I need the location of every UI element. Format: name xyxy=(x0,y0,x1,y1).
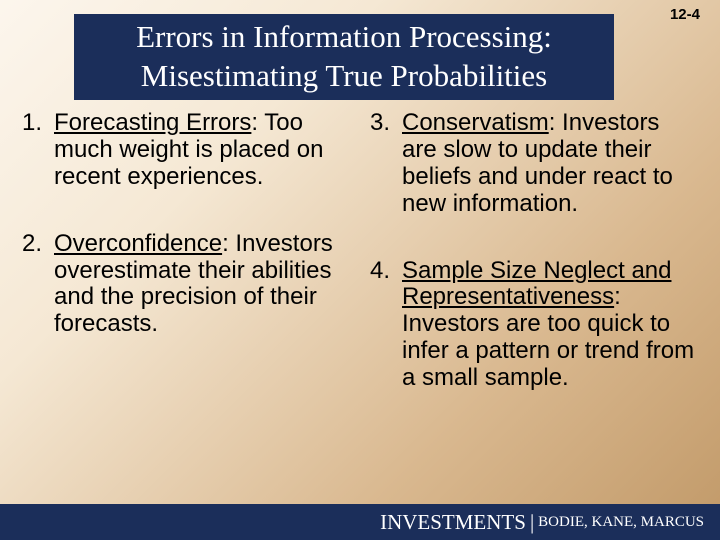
title-line-2: Misestimating True Probabilities xyxy=(82,57,606,96)
right-column: 3. Conservatism: Investors are slow to u… xyxy=(360,110,708,492)
list-item: 1. Forecasting Errors: Too much weight i… xyxy=(22,110,350,191)
footer-bar: INVESTMENTS | BODIE, KANE, MARCUS xyxy=(0,504,720,540)
item-number: 3. xyxy=(370,110,402,218)
item-body: Conservatism: Investors are slow to upda… xyxy=(402,110,698,218)
item-heading: Forecasting Errors xyxy=(54,109,251,136)
footer-authors: BODIE, KANE, MARCUS xyxy=(538,514,704,531)
left-column: 1. Forecasting Errors: Too much weight i… xyxy=(12,110,360,492)
item-text: Investors are too quick to infer a patte… xyxy=(402,310,694,391)
list-item: 3. Conservatism: Investors are slow to u… xyxy=(370,110,698,218)
title-line-1: Errors in Information Processing: xyxy=(82,18,606,57)
page-number: 12-4 xyxy=(670,6,700,23)
item-body: Overconfidence: Investors overestimate t… xyxy=(54,231,350,339)
item-heading-suffix: : xyxy=(222,230,229,257)
item-number: 2. xyxy=(22,231,54,339)
item-body: Forecasting Errors: Too much weight is p… xyxy=(54,110,350,191)
item-heading: Sample Size Neglect and Representativene… xyxy=(402,257,671,311)
footer-separator: | xyxy=(530,510,534,535)
footer-brand: INVESTMENTS xyxy=(380,510,526,535)
item-heading-suffix: : xyxy=(614,283,621,310)
slide-title: Errors in Information Processing: Misest… xyxy=(74,14,614,100)
content-columns: 1. Forecasting Errors: Too much weight i… xyxy=(12,110,708,492)
item-number: 1. xyxy=(22,110,54,191)
item-heading: Conservatism xyxy=(402,109,549,136)
list-item: 4. Sample Size Neglect and Representativ… xyxy=(370,258,698,392)
item-body: Sample Size Neglect and Representativene… xyxy=(402,258,698,392)
list-item: 2. Overconfidence: Investors overestimat… xyxy=(22,231,350,339)
item-heading: Overconfidence xyxy=(54,230,222,257)
item-number: 4. xyxy=(370,258,402,392)
